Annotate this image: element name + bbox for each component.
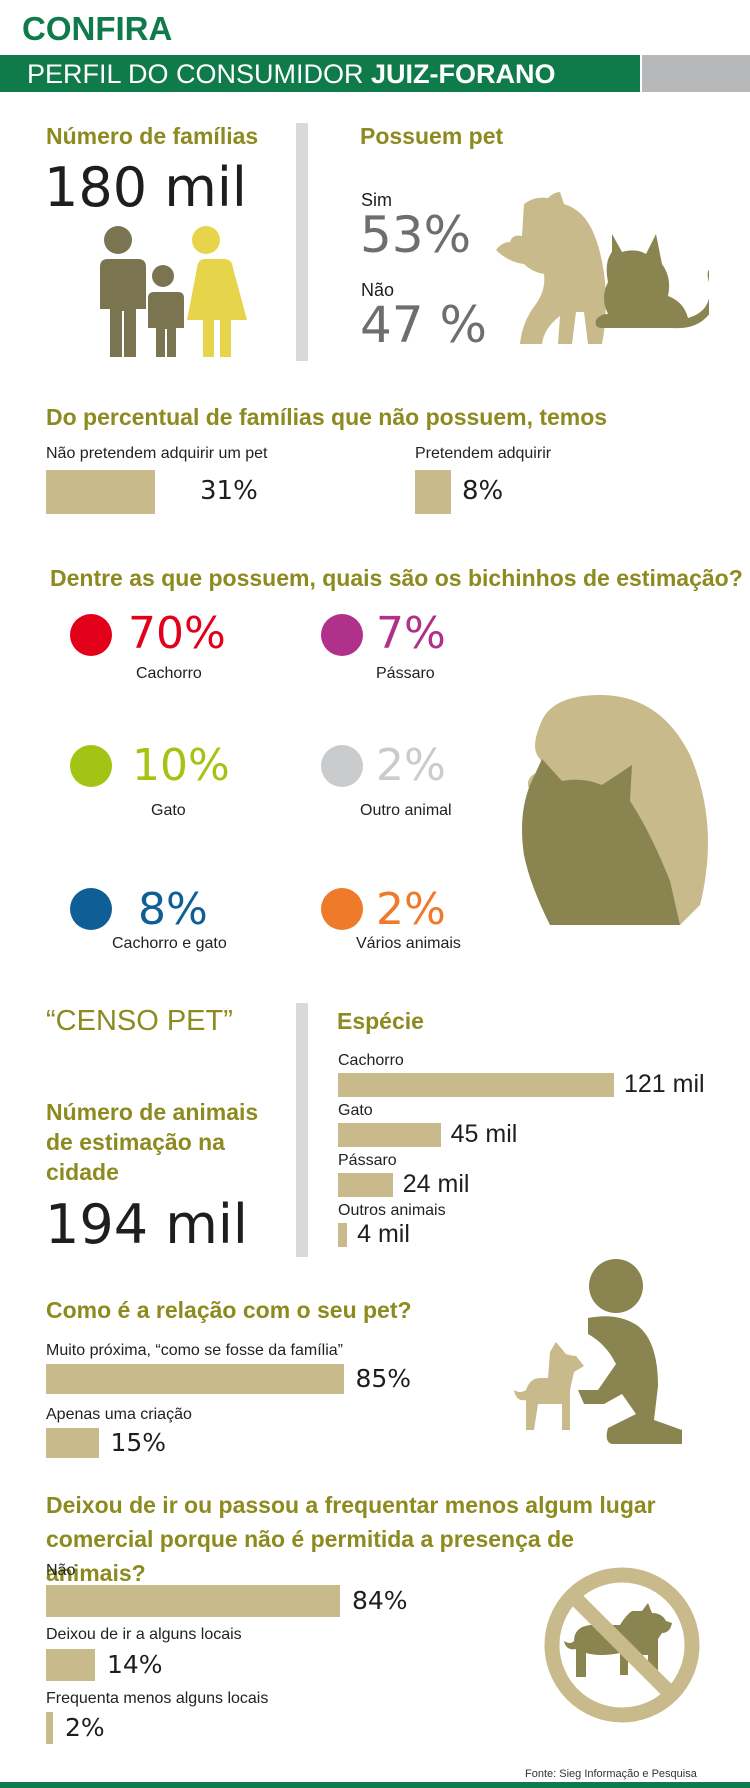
especie-bar-0	[338, 1073, 614, 1097]
especie-label-2: Pássaro	[338, 1152, 397, 1169]
header-title: PERFIL DO CONSUMIDOR JUIZ-FORANO	[27, 59, 556, 90]
censo-title: “CENSO PET”	[46, 1005, 233, 1037]
especie-value-1: 45 mil	[450, 1120, 518, 1148]
possuem-sim-label: Sim	[361, 190, 392, 210]
especie-value-0: 121 mil	[624, 1070, 705, 1098]
censo-value: 194 mil	[45, 1193, 248, 1256]
header-bar	[0, 55, 640, 92]
dog-cat-icon	[496, 192, 709, 344]
especie-bar-1	[338, 1123, 441, 1147]
censo-subtitle: Número de animais de estimação na cidade	[46, 1099, 259, 1185]
bichinho-label-cachorro-gato: Cachorro e gato	[112, 935, 227, 952]
nao-possuem-bar-0	[46, 470, 155, 514]
bichinho-value-varios: 2%	[376, 884, 446, 935]
bichinho-label-cachorro: Cachorro	[136, 665, 202, 682]
especie-label-0: Cachorro	[338, 1052, 404, 1069]
especie-value-2: 24 mil	[402, 1170, 470, 1198]
relacao-bar-0	[46, 1364, 344, 1394]
nao-possuem-label-1: Pretendem adquirir	[415, 445, 552, 462]
lugares-bar-2	[46, 1712, 53, 1744]
relacao-heading: Como é a relação com o seu pet?	[46, 1297, 412, 1323]
bichinho-dot-cachorro	[70, 614, 112, 656]
relacao-value-1: 15%	[110, 1428, 167, 1457]
bichinho-value-gato: 10%	[132, 740, 230, 791]
especie-label-3: Outros animais	[338, 1202, 446, 1219]
nao-possuem-value-0: 31%	[200, 476, 258, 506]
family-icon	[98, 226, 247, 357]
person-with-dog-icon	[514, 1259, 682, 1444]
especie-label-1: Gato	[338, 1102, 373, 1119]
header-confira: CONFIRA	[22, 10, 173, 47]
possuem-nao-value: 47 %	[360, 296, 488, 354]
bichinho-label-varios: Vários animais	[356, 935, 461, 952]
nao-possuem-heading: Do percentual de famílias que não possue…	[46, 404, 608, 430]
no-pets-icon	[544, 1567, 700, 1723]
lugares-bar-0	[46, 1585, 340, 1617]
dog-cat-head-icon	[522, 695, 708, 925]
possuem-sim-value: 53%	[360, 206, 472, 264]
bichinho-label-gato: Gato	[151, 802, 186, 819]
possuem-nao-label: Não	[361, 280, 395, 300]
lugares-label-1: Deixou de ir a alguns locais	[46, 1626, 242, 1643]
bichinho-label-passaro: Pássaro	[376, 665, 435, 682]
lugares-value-0: 84%	[352, 1586, 408, 1615]
lugares-bar-1	[46, 1649, 95, 1681]
especie-value-3: 4 mil	[357, 1220, 410, 1248]
lugares-label-2: Frequenta menos alguns locais	[46, 1690, 269, 1707]
footer-bar	[0, 1782, 750, 1788]
possuem-heading: Possuem pet	[360, 123, 504, 149]
bichinho-dot-cachorro-gato	[70, 888, 112, 930]
header-title-bold: JUIZ-FORANO	[371, 59, 556, 89]
bichinho-dot-passaro	[321, 614, 363, 656]
bichinho-value-cachorro-gato: 8%	[138, 884, 208, 935]
relacao-label-0: Muito próxima, “como se fosse da família…	[46, 1342, 343, 1359]
bichinho-label-outro: Outro animal	[360, 802, 452, 819]
header-title-prefix: PERFIL DO CONSUMIDOR	[27, 59, 372, 89]
relacao-bar-1	[46, 1428, 99, 1458]
familias-heading: Número de famílias	[46, 123, 259, 149]
lugares-value-2: 2%	[65, 1713, 105, 1742]
especie-bar-3	[338, 1223, 348, 1247]
relacao-value-0: 85%	[355, 1364, 412, 1393]
bichinhos-heading: Dentre as que possuem, quais são os bich…	[50, 565, 743, 591]
bichinho-dot-varios	[321, 888, 363, 930]
lugares-heading: Deixou de ir ou passou a frequentar meno…	[46, 1492, 656, 1586]
familias-value: 180 mil	[44, 156, 247, 219]
bichinho-dot-outro	[321, 745, 363, 787]
nao-possuem-label-0: Não pretendem adquirir um pet	[46, 445, 268, 462]
especie-bar-2	[338, 1173, 393, 1197]
divider-censo	[296, 1003, 308, 1257]
bichinho-value-passaro: 7%	[376, 608, 446, 659]
bichinho-value-outro: 2%	[376, 740, 446, 791]
fonte: Fonte: Sieg Informação e Pesquisa	[525, 1768, 697, 1780]
nao-possuem-value-1: 8%	[462, 476, 504, 506]
bichinho-value-cachorro: 70%	[128, 608, 226, 659]
nao-possuem-bar-1	[415, 470, 451, 514]
relacao-label-1: Apenas uma criação	[46, 1406, 192, 1423]
header-bar-gray	[642, 55, 750, 92]
bichinho-dot-gato	[70, 745, 112, 787]
lugares-label-0: Não	[46, 1562, 76, 1579]
divider-top	[296, 123, 308, 361]
especie-heading: Espécie	[337, 1008, 424, 1034]
lugares-value-1: 14%	[107, 1650, 163, 1679]
